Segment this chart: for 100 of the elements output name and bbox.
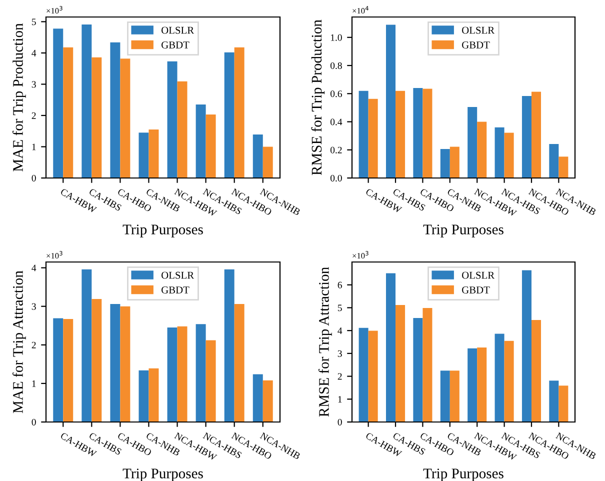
bar <box>440 370 450 422</box>
y-tick-label: 0.0 <box>330 174 342 182</box>
bar <box>531 320 542 422</box>
bar <box>558 156 568 178</box>
bar <box>504 132 514 178</box>
bar <box>138 132 149 178</box>
bar <box>234 47 244 178</box>
bar <box>504 340 514 422</box>
bar <box>110 304 120 422</box>
bar <box>63 319 74 422</box>
bar <box>82 24 92 178</box>
y-tick-label: 4 <box>32 264 36 272</box>
y-axis-title: RMSE for Trip Production <box>311 20 325 176</box>
x-axis-title: Trip Purposes <box>122 224 203 238</box>
y-tick-label: 1 <box>32 144 36 150</box>
bar <box>468 106 478 178</box>
bar <box>148 130 159 178</box>
bar <box>206 114 216 178</box>
bar <box>196 104 206 178</box>
y-tick-label: 0.2 <box>330 146 342 154</box>
y-tick-label: 2 <box>338 373 342 380</box>
bar <box>468 348 478 422</box>
y-tick-label: 3 <box>338 350 342 357</box>
bar <box>522 96 532 178</box>
bar <box>92 57 102 178</box>
y-tick-label: 5 <box>32 18 36 26</box>
y-tick-label: 2 <box>32 342 36 348</box>
bar <box>413 88 423 178</box>
bar <box>494 334 504 422</box>
y-tick-label: 3 <box>32 81 36 88</box>
legend-label: GBDT <box>462 286 490 294</box>
legend-label: OLSLR <box>462 26 495 34</box>
text: ×10$^{3}$ <box>46 251 62 259</box>
bar <box>549 144 559 178</box>
bar <box>92 299 102 422</box>
y-tick-label: 5 <box>338 304 342 312</box>
bar <box>262 380 273 422</box>
y-tick-label: 0.8 <box>330 62 342 70</box>
bar <box>368 98 378 178</box>
y-tick-label: 1 <box>338 396 342 403</box>
bar <box>558 386 568 422</box>
bar <box>358 90 368 178</box>
x-axis-title: Trip Purposes <box>423 468 504 481</box>
bar <box>396 90 406 178</box>
y-axis-title: MAE for Trip Production <box>12 23 26 172</box>
bar <box>138 370 149 422</box>
bar <box>110 42 120 178</box>
x-axis-title: Trip Purposes <box>423 224 504 238</box>
bar <box>224 52 234 178</box>
legend-label: GBDT <box>162 41 190 48</box>
legend-label: GBDT <box>462 41 490 48</box>
bar <box>120 306 130 422</box>
text: ×10$^{3}$ <box>46 6 62 14</box>
bar <box>177 81 188 178</box>
bar <box>440 149 450 178</box>
bar <box>531 92 542 178</box>
y-tick-label: 4 <box>338 328 342 334</box>
bar <box>224 269 234 422</box>
y-tick-label: 0.4 <box>330 118 342 126</box>
bar <box>386 273 396 422</box>
bar <box>120 58 130 178</box>
bar <box>368 330 378 422</box>
bar <box>413 318 423 422</box>
bar <box>82 269 92 422</box>
bar <box>167 328 178 422</box>
bar <box>422 308 432 422</box>
bar <box>396 304 406 422</box>
y-tick-label: 4 <box>32 50 36 56</box>
bar <box>252 134 263 178</box>
text: ×10$^{3}$ <box>352 251 368 259</box>
bar <box>63 47 74 178</box>
bar <box>450 146 460 178</box>
bar <box>234 304 244 422</box>
y-tick-label: 0 <box>32 418 36 426</box>
bar <box>477 347 487 422</box>
y-tick-label: 2 <box>32 112 36 119</box>
bar <box>252 374 263 422</box>
bar <box>549 380 559 422</box>
bar <box>450 370 460 422</box>
y-tick-label: 6 <box>338 282 342 288</box>
y-tick-label: 1.0 <box>330 34 342 41</box>
legend-label: OLSLR <box>162 272 194 279</box>
bar <box>177 326 188 422</box>
bar <box>206 340 216 422</box>
y-tick-label: 3 <box>32 303 36 310</box>
y-tick-label: 0.6 <box>330 90 342 98</box>
text: ×10$^{4}$ <box>352 6 368 14</box>
legend-label: GBDT <box>162 286 190 294</box>
y-tick-label: 0 <box>32 174 36 182</box>
legend-label: OLSLR <box>462 272 495 279</box>
y-tick-label: 1 <box>32 380 36 387</box>
x-axis-title: Trip Purposes <box>122 468 203 481</box>
bar <box>53 318 64 422</box>
y-axis-title: MAE for Trip Attraction <box>12 270 26 414</box>
bar <box>358 328 368 422</box>
y-tick-label: 0 <box>338 418 342 426</box>
bar <box>477 122 487 178</box>
bar <box>422 88 432 178</box>
bar <box>148 368 159 422</box>
legend-label: OLSLR <box>162 26 194 34</box>
